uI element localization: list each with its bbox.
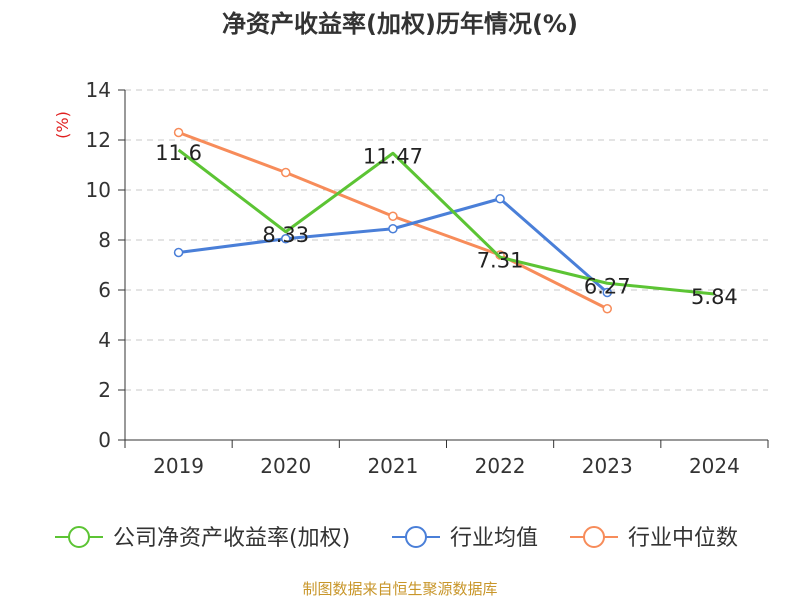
data-point (173, 247, 184, 258)
x-tick-label: 2019 (153, 454, 204, 478)
source-note: 制图数据来自恒生聚源数据库 (302, 580, 498, 598)
y-tick-label: 4 (98, 328, 111, 352)
legend-marker-icon (405, 526, 427, 548)
series-line (177, 148, 715, 296)
grid (125, 89, 768, 391)
y-tick-label: 2 (98, 378, 111, 402)
series (173, 127, 715, 314)
y-axis-label: (%) (53, 111, 72, 139)
data-point (495, 194, 505, 204)
data-point (602, 287, 612, 298)
data-label: 5.84 (691, 285, 738, 309)
y-tick-label: 14 (86, 78, 111, 102)
data-label: 11.47 (363, 144, 423, 168)
legend: 公司净资产收益率(加权) 行业均值 行业中位数 (55, 526, 738, 551)
data-point (281, 234, 291, 244)
y-tick-label: 10 (86, 178, 111, 202)
chart-title: 净资产收益率(加权)历年情况(%) (222, 10, 578, 38)
x-tick-label: 2024 (689, 454, 740, 478)
legend-label: 行业中位数 (628, 526, 738, 551)
data-point (173, 127, 184, 138)
data-label: 6.27 (584, 274, 631, 298)
x-tick-label: 2021 (367, 454, 418, 478)
data-label: 11.6 (155, 141, 202, 165)
y-tick-label: 6 (98, 278, 111, 302)
legend-label: 公司净资产收益率(加权) (113, 526, 350, 551)
legend-marker-icon (583, 526, 605, 548)
legend-label: 行业均值 (450, 526, 538, 551)
axes: 0 2 4 6 8 10 12 14 2019 2020 2021 2022 2023 2024 (%) (53, 78, 769, 478)
data-point (388, 211, 398, 221)
y-tick-label: 8 (98, 228, 111, 252)
x-tick-label: 2023 (582, 454, 633, 478)
x-tick-label: 2022 (475, 454, 526, 478)
y-tick-label: 0 (98, 428, 111, 452)
data-point (602, 304, 612, 314)
data-point (281, 167, 291, 178)
y-tick-label: 12 (86, 128, 111, 152)
x-tick-label: 2020 (260, 454, 311, 478)
legend-marker-icon (68, 526, 90, 548)
data-label: 8.33 (262, 223, 309, 247)
data-label: 7.31 (477, 248, 524, 272)
data-labels: 11.6 8.33 11.47 7.31 6.27 5.84 (155, 141, 738, 309)
data-point (388, 224, 398, 234)
